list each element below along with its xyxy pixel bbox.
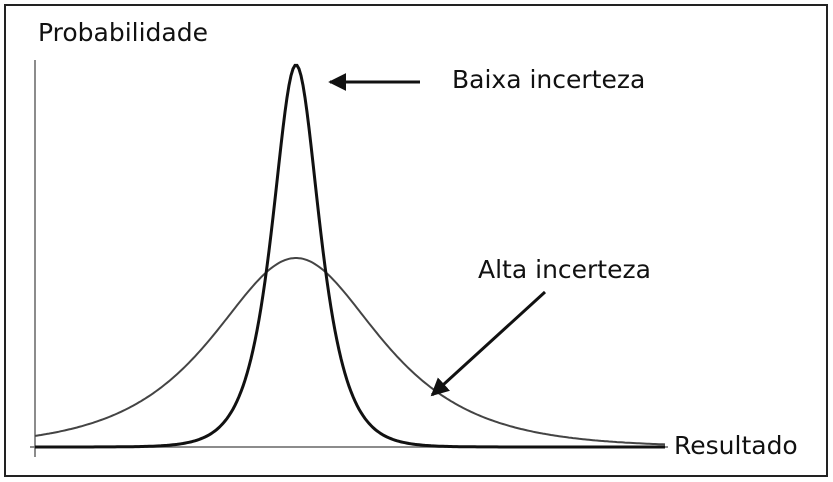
- annotation: Baixa incerteza: [452, 65, 645, 94]
- arrow: [430, 290, 547, 397]
- annotation: Alta incerteza: [478, 255, 651, 284]
- frame: [4, 4, 828, 477]
- x-axis-label: Resultado: [674, 431, 798, 460]
- low-uncertainty-curve: [35, 63, 665, 449]
- high-uncertainty-curve: [34, 257, 666, 446]
- y-axis-label: Probabilidade: [38, 18, 208, 47]
